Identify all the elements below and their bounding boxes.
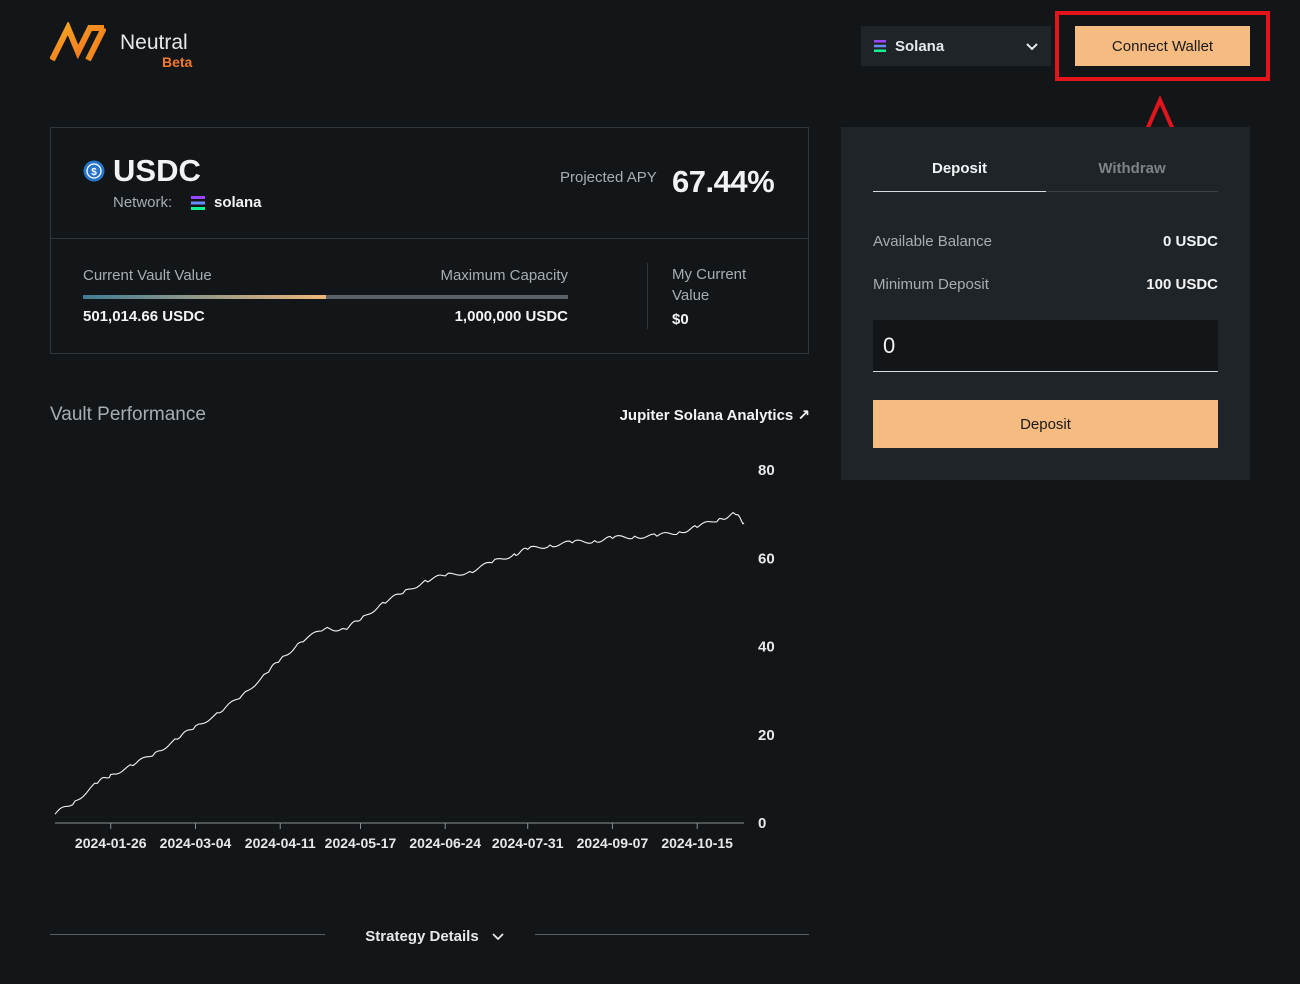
- x-tick-label: 2024-04-11: [245, 835, 316, 851]
- strategy-divider-left: [50, 934, 325, 935]
- x-tick-label: 2024-06-24: [409, 835, 481, 851]
- available-balance-value: 0 USDC: [1162, 233, 1218, 250]
- strategy-details-label: Strategy Details: [365, 927, 479, 945]
- minimum-deposit-value: 100 USDC: [1146, 276, 1218, 293]
- tab-withdraw[interactable]: Withdraw: [1046, 145, 1218, 192]
- minimum-deposit-label: Minimum Deposit: [873, 276, 989, 293]
- x-tick-label: 2024-07-31: [492, 835, 564, 851]
- maximum-capacity-value: 1,000,000 USDC: [454, 308, 568, 325]
- solana-icon: [191, 196, 205, 210]
- y-tick-label: 40: [758, 639, 775, 656]
- y-tick-label: 60: [758, 550, 775, 567]
- available-balance-label: Available Balance: [873, 233, 992, 250]
- chevron-down-icon: [492, 933, 504, 941]
- token-name: USDC: [113, 153, 201, 188]
- connect-wallet-button[interactable]: Connect Wallet: [1075, 26, 1250, 66]
- vertical-separator: [647, 263, 648, 329]
- solana-icon: [874, 40, 886, 52]
- y-tick-label: 80: [758, 462, 775, 479]
- vault-performance-chart: 2024-01-26 2024-03-04 2024-04-11 2024-05-17…: [54, 462, 775, 851]
- x-tick-label: 2024-10-15: [661, 835, 733, 851]
- brand-name: Neutral: [120, 31, 188, 54]
- svg-text:$: $: [91, 167, 97, 178]
- my-current-value: $0: [672, 311, 689, 328]
- x-tick-label: 2024-09-07: [577, 835, 649, 851]
- jupiter-analytics-link[interactable]: Jupiter Solana Analytics ↗: [619, 407, 810, 424]
- chevron-down-icon: [1026, 43, 1038, 51]
- network-value: solana: [214, 194, 262, 211]
- vault-performance-title: Vault Performance: [50, 404, 206, 425]
- current-vault-value-label: Current Vault Value: [83, 267, 212, 284]
- capacity-progress-bar: [83, 295, 568, 299]
- strategy-divider-right: [535, 934, 809, 935]
- deposit-button[interactable]: Deposit: [873, 400, 1218, 448]
- x-tick-label: 2024-01-26: [75, 835, 147, 851]
- apy-label: Projected APY: [560, 169, 657, 186]
- apy-value: 67.44%: [672, 164, 775, 199]
- x-tick-label: 2024-03-04: [160, 835, 232, 851]
- capacity-progress-fill: [83, 295, 326, 299]
- maximum-capacity-label: Maximum Capacity: [440, 267, 568, 284]
- series-line: [54, 511, 745, 815]
- network-label: Network:: [113, 194, 173, 211]
- vault-card: [50, 127, 809, 354]
- current-vault-value: 501,014.66 USDC: [83, 308, 205, 325]
- tab-deposit[interactable]: Deposit: [873, 145, 1046, 192]
- my-current-value-label: My Current Value: [672, 266, 747, 304]
- network-selector-label: Solana: [895, 37, 945, 55]
- card-divider: [50, 238, 809, 239]
- deposit-amount-input[interactable]: [873, 320, 1218, 372]
- neutral-logo-icon: [50, 22, 106, 62]
- y-tick-label: 20: [758, 727, 775, 744]
- usdc-icon: $: [83, 160, 105, 182]
- beta-badge: Beta: [162, 54, 193, 70]
- network-selector[interactable]: Solana: [861, 26, 1051, 66]
- y-tick-label: 0: [758, 815, 766, 832]
- x-tick-label: 2024-05-17: [325, 835, 397, 851]
- strategy-details-toggle[interactable]: Strategy Details: [345, 925, 525, 947]
